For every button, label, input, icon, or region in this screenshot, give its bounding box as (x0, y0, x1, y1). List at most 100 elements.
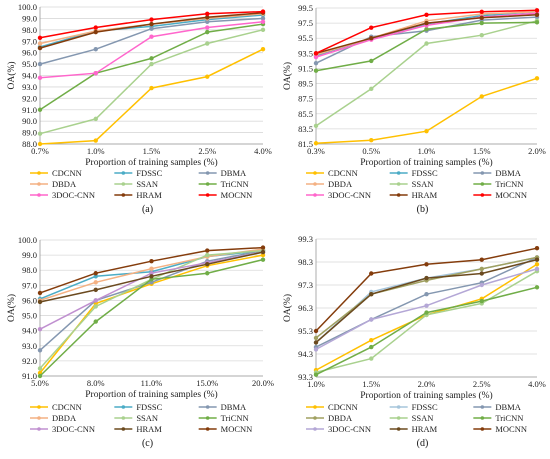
y-tick-label: 98.0 (22, 265, 37, 275)
data-point (369, 138, 374, 143)
y-tick-label: 95.3 (298, 326, 313, 336)
y-tick-label: 99.5 (298, 3, 313, 13)
y-tick-label: 88.0 (22, 139, 37, 149)
data-point (149, 271, 154, 276)
data-point (369, 25, 374, 30)
data-point (149, 85, 154, 91)
legend-marker (313, 427, 317, 431)
data-point (479, 282, 484, 288)
legend-marker (37, 171, 41, 175)
x-axis-title: Proportion of training samples (%) (360, 157, 492, 168)
y-tick-label: 93.0 (22, 82, 37, 92)
data-point (93, 298, 98, 303)
data-point (369, 58, 374, 64)
data-point (260, 19, 266, 25)
legend-marker (37, 405, 41, 409)
series-line (315, 256, 538, 348)
panel-label: (d) (417, 438, 429, 449)
data-point (369, 338, 374, 343)
data-point (313, 347, 319, 352)
data-point (93, 280, 98, 285)
data-point (479, 33, 484, 38)
x-tick-label: 8.0% (87, 378, 105, 388)
y-tick-label: 96.3 (298, 303, 313, 313)
y-tick-label: 98.0 (22, 25, 37, 35)
data-point (149, 21, 154, 27)
y-tick-label: 93.3 (298, 372, 313, 382)
x-tick-label: 1.0% (307, 379, 325, 389)
data-point (37, 75, 43, 80)
legend-label: TriCNN (495, 179, 523, 189)
legend-marker (313, 193, 317, 197)
x-axis-title: Proportion of training samples (%) (360, 390, 492, 401)
data-point (424, 128, 429, 134)
data-point (149, 61, 154, 67)
y-tick-label: 97.0 (22, 280, 37, 290)
data-point (37, 35, 43, 41)
data-point (313, 328, 319, 334)
data-point (260, 252, 266, 258)
data-point (205, 248, 210, 253)
legend-marker (313, 182, 317, 186)
panel-label: (b) (417, 204, 429, 215)
y-tick-label: 99.3 (298, 234, 313, 244)
x-tick-label: 1.5% (362, 379, 380, 389)
y-tick-label: 87.5 (298, 94, 313, 104)
y-tick-label: 91.5 (298, 63, 313, 73)
data-point (424, 12, 429, 17)
chart-panel-c: 91.0 92.0 93.0 94.0 95.0 96.0 97.0 98.0 99.0 100.… (6, 235, 274, 449)
x-tick-label: 1.5% (143, 146, 161, 156)
data-point (424, 292, 429, 297)
data-point (260, 16, 266, 21)
legend-label: HRAM (136, 190, 162, 200)
series-line (315, 77, 538, 144)
legend-marker (37, 427, 41, 431)
y-tick-label: 94.0 (22, 326, 37, 336)
data-point (369, 317, 374, 322)
data-point (93, 319, 98, 324)
data-point (534, 8, 540, 13)
x-tick-label: 5.0% (31, 378, 49, 388)
legend-label: DBMA (495, 168, 521, 178)
legend-label: TriCNN (495, 413, 523, 423)
data-point (369, 86, 374, 92)
legend-marker (396, 405, 401, 409)
data-point (149, 17, 154, 22)
legend-marker (480, 427, 485, 431)
y-tick-label: 90.0 (22, 116, 37, 126)
data-point (93, 287, 98, 293)
legend-marker (121, 405, 126, 409)
legend-label: MOCNN (221, 190, 253, 200)
data-point (37, 299, 43, 305)
panel-label: (c) (142, 438, 153, 449)
data-point (313, 68, 319, 73)
legend-marker (205, 416, 210, 420)
data-point (479, 298, 484, 304)
series-line (315, 20, 538, 127)
data-point (424, 310, 429, 315)
y-tick-label: 99.0 (22, 13, 37, 23)
legend-marker (37, 182, 41, 186)
legend-label: DBDA (52, 179, 77, 189)
data-point (260, 245, 266, 250)
legend-label: SSAN (412, 179, 434, 189)
data-point (534, 257, 540, 262)
data-point (369, 344, 374, 350)
data-point (149, 266, 154, 271)
legend-marker (396, 182, 401, 186)
data-point (479, 257, 484, 262)
y-tick-label: 91.0 (22, 371, 37, 381)
y-tick-label: 85.5 (298, 109, 313, 119)
legend-marker (205, 427, 210, 431)
y-tick-label: 92.0 (22, 93, 37, 103)
x-tick-label: 4.0% (528, 379, 546, 389)
y-axis-title: OA(%) (6, 62, 17, 90)
legend-marker (480, 182, 485, 186)
data-point (534, 20, 540, 25)
y-tick-label: 95.0 (22, 311, 37, 321)
data-point (205, 19, 210, 25)
data-point (205, 261, 210, 267)
x-tick-label: 2.5% (473, 379, 491, 389)
y-tick-label: 99.0 (22, 250, 37, 260)
legend-marker (313, 416, 317, 420)
